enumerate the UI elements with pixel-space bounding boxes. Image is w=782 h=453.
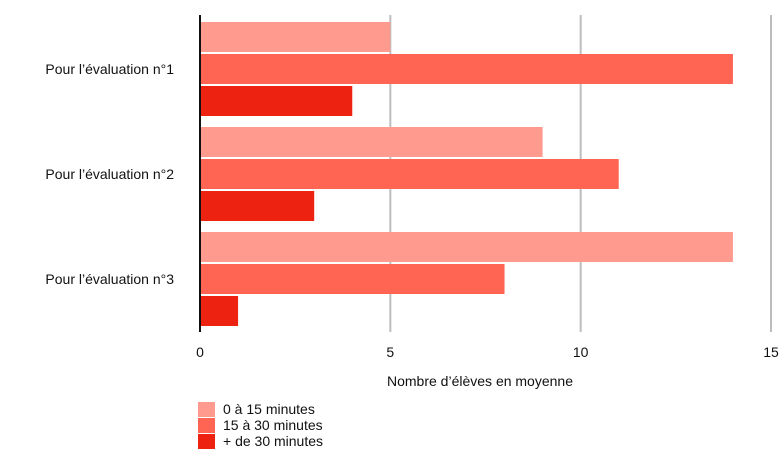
x-tick-5: 5 xyxy=(386,344,394,360)
legend-swatch-1 xyxy=(198,402,215,417)
bar-eval2-series3 xyxy=(200,191,315,221)
category-labels: Pour l’évaluation n°1 Pour l’évaluation n… xyxy=(45,61,174,287)
bar-eval2-series1 xyxy=(200,127,543,157)
bar-eval1-series1 xyxy=(200,22,391,52)
legend-label-1: 0 à 15 minutes xyxy=(223,401,315,417)
bar-eval1-series3 xyxy=(200,86,353,116)
legend-swatch-3 xyxy=(198,434,215,449)
x-tick-10: 10 xyxy=(573,344,589,360)
bar-eval3-series1 xyxy=(200,232,733,262)
x-tick-15: 15 xyxy=(763,344,779,360)
category-label-2: Pour l’évaluation n°2 xyxy=(45,166,174,182)
x-tick-0: 0 xyxy=(196,344,204,360)
x-axis-title: Nombre d’élèves en moyenne xyxy=(387,373,573,389)
bars xyxy=(200,22,733,326)
bar-eval3-series3 xyxy=(200,296,239,326)
x-tick-labels: 0 5 10 15 xyxy=(196,344,779,360)
category-label-3: Pour l’évaluation n°3 xyxy=(45,271,174,287)
category-label-1: Pour l’évaluation n°1 xyxy=(45,61,174,77)
bar-eval2-series2 xyxy=(200,159,619,189)
legend-label-2: 15 à 30 minutes xyxy=(223,417,323,433)
legend-swatch-2 xyxy=(198,418,215,433)
legend-label-3: + de 30 minutes xyxy=(223,433,323,449)
bar-eval1-series2 xyxy=(200,54,733,84)
bar-eval3-series2 xyxy=(200,264,505,294)
